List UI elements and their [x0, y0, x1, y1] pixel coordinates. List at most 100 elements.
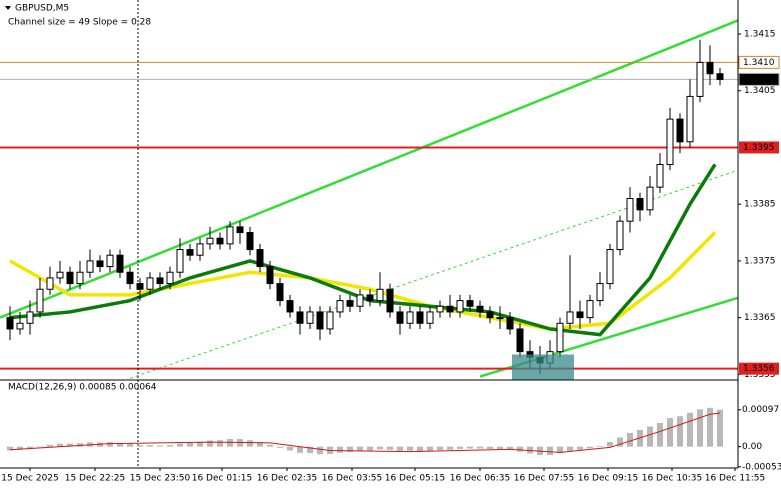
candle-body — [276, 283, 284, 302]
macd-bar — [687, 412, 693, 447]
macd-bar — [677, 416, 683, 447]
macd-bar — [187, 442, 193, 447]
macd-bar — [457, 446, 463, 449]
candle-body — [36, 288, 44, 313]
macd-bar — [357, 446, 363, 451]
candle-body — [626, 198, 634, 222]
candle-body — [16, 322, 24, 330]
candle-body — [516, 328, 524, 353]
macd-bar — [27, 446, 33, 449]
candle-body — [566, 311, 574, 324]
x-tick-label: 15 Dec 23:50 — [130, 474, 191, 484]
candle-body — [706, 61, 714, 75]
macd-bar — [427, 446, 433, 451]
candle-body — [196, 243, 204, 256]
candle-body — [136, 283, 144, 290]
x-tick-label: 16 Dec 02:35 — [257, 474, 318, 484]
candle-body — [686, 95, 694, 143]
macd-bar — [367, 446, 373, 451]
macd-bar — [487, 446, 493, 449]
candle-body — [456, 300, 464, 313]
candle-body — [556, 322, 564, 353]
y-tick-label: 1.3355 — [744, 370, 776, 380]
x-tick-label: 16 Dec 05:15 — [385, 474, 446, 484]
chart-title: GBPUSD,M5 — [15, 4, 69, 14]
macd-bar — [267, 444, 273, 447]
macd-y-tick-label: 0.00097 — [742, 405, 779, 415]
candle-body — [336, 300, 344, 313]
price-label-box — [738, 72, 780, 86]
macd-bar — [567, 446, 573, 451]
macd-bar — [477, 446, 483, 449]
candle-body — [476, 305, 484, 313]
candle-body — [296, 311, 304, 324]
symbol-menu-icon — [5, 6, 11, 10]
macd-bar — [397, 446, 403, 451]
candle-body — [506, 317, 514, 330]
zone-box — [512, 354, 574, 380]
candle-body — [126, 271, 134, 285]
macd-bar — [707, 407, 713, 447]
candle-body — [356, 294, 364, 307]
x-tick-label: 15 Dec 2025 — [1, 474, 59, 484]
macd-bar — [247, 440, 253, 447]
candle-body — [666, 118, 674, 165]
macd-bar — [217, 440, 223, 447]
macd-bar — [617, 437, 623, 447]
macd-bar — [197, 441, 203, 447]
candle-body — [646, 186, 654, 211]
macd-y-tick-label: 0.00 — [742, 442, 762, 452]
price-label-box — [738, 55, 780, 69]
macd-bar — [577, 446, 583, 450]
candle-body — [426, 311, 434, 324]
macd-bar — [157, 445, 163, 447]
candle-body — [26, 311, 34, 324]
candle-body — [376, 288, 384, 302]
macd-y-tick-label: -0.00053 — [742, 462, 781, 472]
candle-body — [106, 254, 114, 268]
main-panel — [0, 19, 738, 380]
x-tick-label: 16 Dec 11:55 — [705, 474, 766, 484]
candle-body — [616, 220, 624, 251]
x-tick-label: 16 Dec 06:35 — [450, 474, 511, 484]
candle-body — [236, 226, 244, 234]
candle-body — [466, 300, 474, 307]
candle-body — [206, 237, 214, 245]
candle-body — [266, 266, 274, 285]
x-tick-label: 16 Dec 03:55 — [322, 474, 383, 484]
candle-body — [406, 311, 414, 324]
candle-body — [316, 311, 324, 330]
candle-body — [146, 277, 154, 290]
y-tick-label: 1.3405 — [744, 86, 776, 96]
x-tick-label: 16 Dec 10:35 — [642, 474, 703, 484]
candle-body — [176, 249, 184, 273]
price-label: 1.3407 — [743, 75, 775, 85]
level-label-box — [739, 141, 779, 154]
candle-body — [396, 311, 404, 324]
macd-bar — [437, 446, 443, 451]
candle-body — [326, 311, 334, 330]
macd-bar — [47, 444, 53, 447]
candle-body — [186, 249, 194, 256]
macd-bar — [287, 446, 293, 451]
candle-body — [366, 294, 374, 302]
chart-subtitle: Channel size = 49 Slope = 0.28 — [8, 18, 151, 28]
candle-body — [96, 260, 104, 268]
macd-bar — [627, 432, 633, 447]
macd-bar — [107, 442, 113, 447]
candle-body — [656, 163, 664, 188]
candle-body — [166, 271, 174, 285]
macd-bar — [647, 426, 653, 447]
macd-bar — [717, 409, 723, 447]
macd-bar — [447, 446, 453, 450]
level-label: 1.3395 — [743, 143, 775, 153]
y-tick-label: 1.3365 — [744, 313, 776, 323]
macd-bar — [167, 445, 173, 447]
x-tick-label: 16 Dec 01:15 — [192, 474, 253, 484]
macd-bar — [417, 446, 423, 452]
macd-bar — [517, 446, 523, 452]
candle-body — [226, 226, 234, 245]
macd-bar — [257, 442, 263, 447]
macd-bar — [307, 446, 313, 454]
